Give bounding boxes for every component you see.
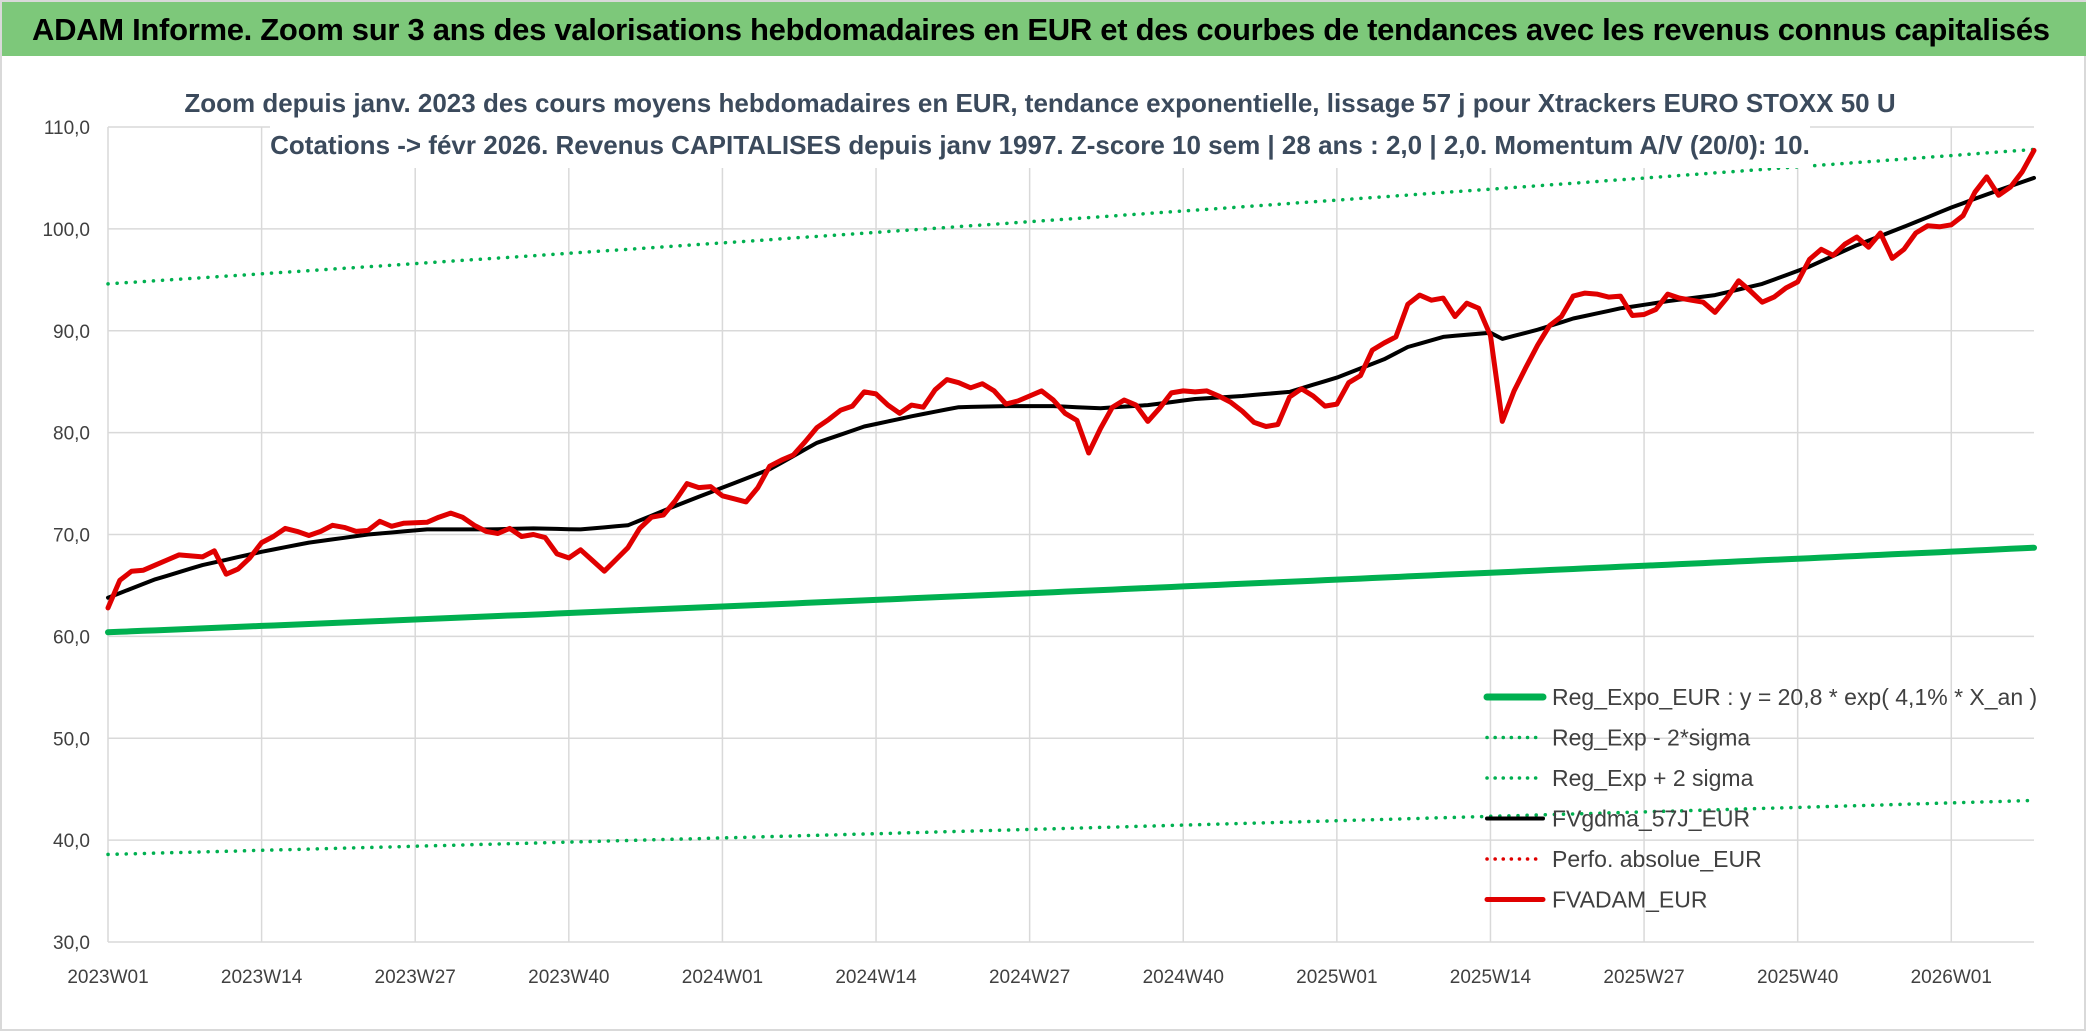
chart-title-line1: Zoom depuis janv. 2023 des cours moyens … <box>184 88 1895 118</box>
x-tick-label: 2025W40 <box>1757 967 1838 988</box>
legend-label-trend-upper-band: Reg_Exp + 2 sigma <box>1552 765 1754 791</box>
legend: Reg_Expo_EUR : y = 20,8 * exp( 4,1% * X_… <box>1483 684 2037 913</box>
y-tick-label: 60,0 <box>53 627 90 648</box>
y-tick-label: 70,0 <box>53 526 90 547</box>
chart-title-background <box>270 80 1810 168</box>
x-tick-label: 2023W14 <box>221 967 303 988</box>
x-tick-label: 2025W27 <box>1603 967 1684 988</box>
chart-title-line2: Cotations -> févr 2026. Revenus CAPITALI… <box>270 130 1810 160</box>
legend-label-trend-lower-band: Reg_Exp - 2*sigma <box>1552 725 1750 751</box>
y-tick-label: 80,0 <box>53 424 90 445</box>
x-tick-label: 2025W14 <box>1450 967 1532 988</box>
trend-lower-band <box>106 798 2036 857</box>
legend-label-price-line: FVADAM_EUR <box>1552 887 1708 913</box>
x-tick-label: 2024W40 <box>1143 967 1224 988</box>
trend-upper-band <box>106 147 2036 286</box>
y-tick-label: 100,0 <box>42 220 90 241</box>
x-tick-label: 2023W01 <box>67 967 148 988</box>
smoothed-line <box>106 175 2036 600</box>
x-tick-label: 2025W01 <box>1296 967 1377 988</box>
y-axis-ticks: 30,0 40,0 50,0 60,0 70,0 80,0 90,0 100,0 110,0 <box>42 118 90 954</box>
x-axis-ticks: 2023W01 2023W14 2023W27 2023W40 2024W01 2024W… <box>67 967 1992 988</box>
x-tick-label: 2024W27 <box>989 967 1070 988</box>
y-tick-label: 40,0 <box>53 831 90 852</box>
y-tick-label: 50,0 <box>53 729 90 750</box>
legend-label-trend-line: Reg_Expo_EUR : y = 20,8 * exp( 4,1% * X_… <box>1552 684 2037 710</box>
legend-label-smoothed-line: FVgdma_57J_EUR <box>1552 806 1750 832</box>
x-tick-label: 2024W14 <box>835 967 917 988</box>
report-banner-title: ADAM Informe. Zoom sur 3 ans des valoris… <box>2 2 2086 56</box>
x-tick-label: 2026W01 <box>1911 967 1992 988</box>
legend-label-absolute-perf-line: Perfo. absolue_EUR <box>1552 846 1762 872</box>
x-tick-label: 2024W01 <box>682 967 763 988</box>
y-tick-label: 30,0 <box>53 933 90 954</box>
y-tick-label: 90,0 <box>53 322 90 343</box>
y-tick-label: 110,0 <box>44 118 90 139</box>
price-line <box>105 147 2037 611</box>
series-layer <box>105 147 2037 857</box>
x-tick-label: 2023W27 <box>375 967 456 988</box>
trend-line <box>105 544 2037 636</box>
x-tick-label: 2023W40 <box>528 967 609 988</box>
